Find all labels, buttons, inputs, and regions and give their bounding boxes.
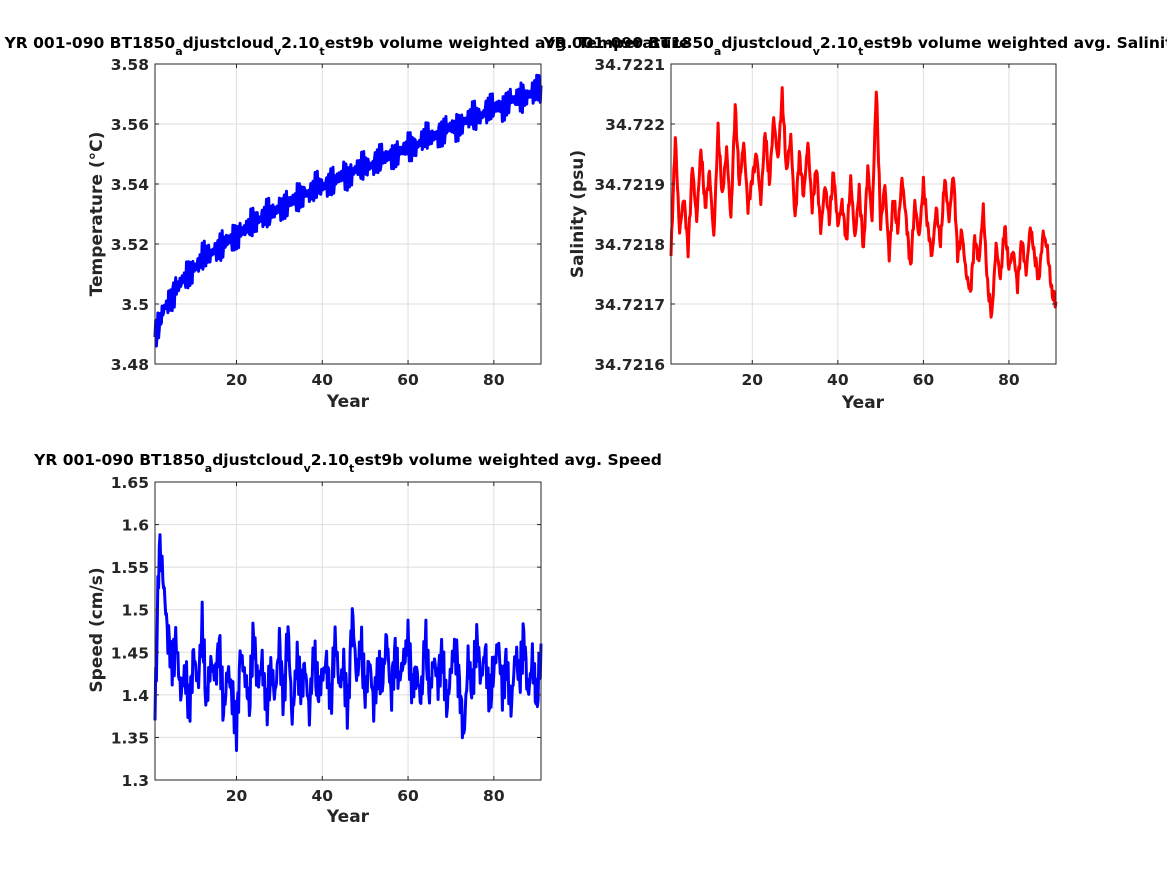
temperature-ytick-label-3: 3.54 xyxy=(111,176,149,194)
temperature-ylabel: Temperature (°C) xyxy=(87,132,107,297)
speed-xtick-label-2: 60 xyxy=(397,787,419,805)
speed-series-line xyxy=(153,533,543,752)
salinity-chart: YR 001-090 BT1850adjustcloudv2.10test9b … xyxy=(542,34,1167,413)
salinity-xtick-label-2: 60 xyxy=(913,371,935,389)
salinity-xtick-label-1: 40 xyxy=(827,371,849,389)
temperature-grid xyxy=(155,63,541,365)
temperature-xtick-label-0: 20 xyxy=(226,371,248,389)
temperature-axes-box xyxy=(154,63,542,365)
speed-xtick-label-3: 80 xyxy=(483,787,505,805)
speed-ytick-label-0: 1.3 xyxy=(122,772,149,790)
salinity-xlabel: Year xyxy=(841,393,885,413)
speed-ytick-label-3: 1.45 xyxy=(111,644,149,662)
speed-ytick-label-5: 1.55 xyxy=(111,559,149,577)
speed-ytick-label-2: 1.4 xyxy=(122,687,150,705)
salinity-xtick-label-3: 80 xyxy=(998,371,1020,389)
salinity-axes-box xyxy=(670,63,1057,365)
temperature-xtick-label-1: 40 xyxy=(311,371,333,389)
salinity-xtick-label-0: 20 xyxy=(741,371,763,389)
temperature-xtick-label-3: 80 xyxy=(483,371,505,389)
speed-chart-title: YR 001-090 BT1850adjustcloudv2.10test9b … xyxy=(33,451,662,475)
temperature-ytick-label-0: 3.48 xyxy=(111,356,149,374)
temperature-ytick-label-1: 3.5 xyxy=(122,296,149,314)
salinity-series-line xyxy=(669,86,1058,319)
temperature-ytick-label-5: 3.58 xyxy=(111,56,149,74)
speed-axes-box xyxy=(154,481,542,781)
temperature-ytick-label-4: 3.56 xyxy=(111,116,149,134)
salinity-ytick-label-4: 34.722 xyxy=(605,116,665,134)
speed-xtick-label-1: 40 xyxy=(311,787,333,805)
temperature-xlabel: Year xyxy=(326,392,370,412)
temperature-ytick-label-2: 3.52 xyxy=(111,236,149,254)
speed-ytick-label-1: 1.35 xyxy=(111,729,149,747)
speed-ytick-label-7: 1.65 xyxy=(111,474,149,492)
speed-ytick-label-6: 1.6 xyxy=(122,517,149,535)
speed-grid xyxy=(155,481,541,781)
temperature-xtick-label-2: 60 xyxy=(397,371,419,389)
salinity-ytick-label-3: 34.7219 xyxy=(594,176,665,194)
salinity-ytick-label-2: 34.7218 xyxy=(594,236,665,254)
speed-ylabel: Speed (cm/s) xyxy=(87,567,107,692)
salinity-grid xyxy=(671,63,1056,365)
salinity-ylabel: Salinity (psu) xyxy=(568,150,588,278)
salinity-ytick-label-1: 34.7217 xyxy=(594,296,665,314)
speed-xlabel: Year xyxy=(326,807,370,827)
temperature-chart-title: YR 001-090 BT1850adjustcloudv2.10test9b … xyxy=(4,34,690,58)
speed-xtick-label-0: 20 xyxy=(226,787,248,805)
salinity-chart-title: YR 001-090 BT1850adjustcloudv2.10test9b … xyxy=(542,34,1167,58)
salinity-ytick-label-0: 34.7216 xyxy=(594,356,665,374)
salinity-ytick-label-5: 34.7221 xyxy=(594,56,665,74)
speed-chart: YR 001-090 BT1850adjustcloudv2.10test9b … xyxy=(33,451,662,827)
temperature-series-line xyxy=(153,73,543,348)
temperature-chart: YR 001-090 BT1850adjustcloudv2.10test9b … xyxy=(4,34,690,412)
speed-ytick-label-4: 1.5 xyxy=(122,602,149,620)
